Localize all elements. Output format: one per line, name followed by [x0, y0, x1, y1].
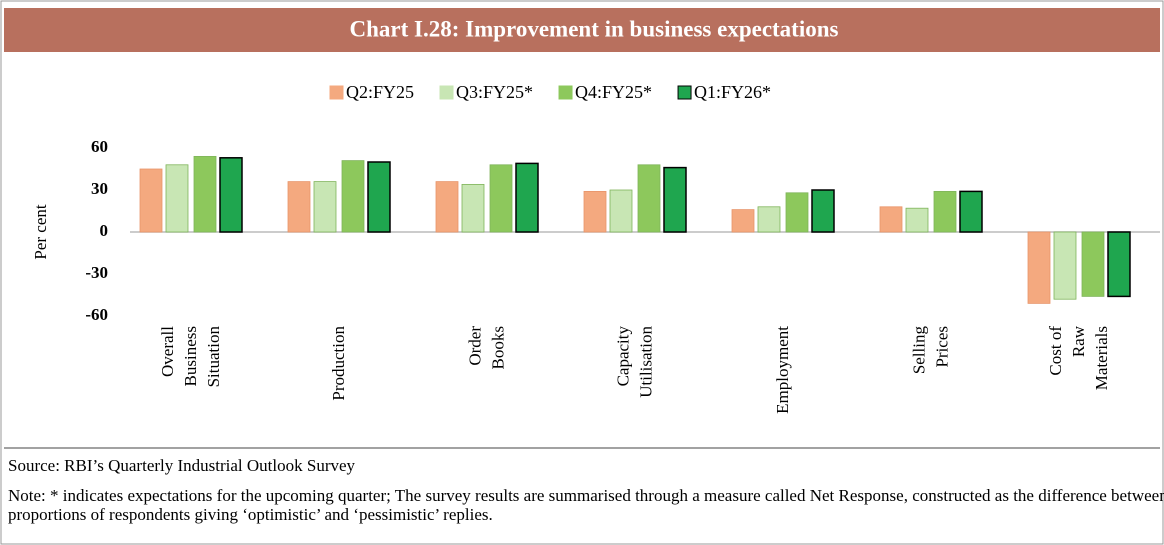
bar	[1081, 231, 1105, 297]
y-axis-label: Per cent	[31, 204, 50, 260]
bar	[435, 181, 459, 233]
title-band	[4, 8, 1160, 52]
label-line: Overall	[158, 326, 177, 377]
y-tick-label: -30	[85, 263, 108, 282]
bar	[367, 161, 391, 233]
note: Note: * indicates expectations for the u…	[8, 486, 1164, 524]
bar	[663, 166, 687, 233]
label-line: Materials	[1092, 326, 1111, 390]
label-line: Situation	[204, 326, 223, 388]
y-tick-label: 0	[100, 221, 109, 240]
legend-swatch	[329, 85, 344, 100]
y-tick-label: 60	[91, 137, 108, 156]
bar	[139, 168, 163, 233]
legend-label: Q1:FY26*	[694, 82, 771, 102]
legend-label: Q2:FY25	[346, 82, 414, 102]
bar	[165, 164, 189, 233]
bar	[609, 189, 633, 233]
label-line: Order	[465, 326, 484, 366]
x-tick-label: Selling Prices	[909, 326, 951, 375]
label-line: Cost of	[1046, 326, 1065, 376]
label-line: Selling	[909, 326, 928, 375]
x-tick-label: Order Books	[465, 326, 507, 370]
x-tick-label: Capacity Utilisation	[613, 326, 655, 398]
bar	[1053, 231, 1077, 300]
bar	[193, 155, 217, 233]
bar	[489, 164, 513, 233]
x-tick-label: Cost of Raw Materials	[1046, 325, 1111, 390]
label-line: Prices	[932, 326, 951, 368]
bar	[811, 189, 835, 233]
bar	[757, 206, 781, 233]
bar	[785, 192, 809, 233]
legend-swatch	[558, 85, 573, 100]
label-line: Raw	[1069, 325, 1088, 357]
bar	[1107, 231, 1131, 298]
bar	[219, 157, 243, 233]
label-line: Capacity	[613, 326, 632, 387]
legend-swatch	[677, 85, 692, 100]
legend-label: Q3:FY25*	[456, 82, 533, 102]
bar	[287, 181, 311, 233]
bar	[313, 181, 337, 233]
bar	[731, 209, 755, 233]
bar	[879, 206, 903, 233]
legend-label: Q4:FY25*	[575, 82, 652, 102]
bar	[341, 160, 365, 233]
label-line: Utilisation	[636, 326, 655, 398]
bar	[959, 190, 983, 233]
y-tick-label: -60	[85, 305, 108, 324]
bar	[461, 183, 485, 233]
bar	[515, 162, 539, 233]
legend-swatch	[439, 85, 454, 100]
bar	[583, 190, 607, 233]
label-line: Employment	[773, 326, 792, 414]
label-line: Business	[181, 326, 200, 386]
label-line: Production	[329, 326, 348, 401]
bar	[1027, 231, 1051, 304]
source: Source: RBI’s Quarterly Industrial Outlo…	[8, 456, 356, 475]
bar	[905, 207, 929, 233]
bar	[933, 190, 957, 233]
x-tick-label: Production	[329, 326, 348, 401]
label-line: Books	[488, 326, 507, 369]
x-tick-label: Employment	[773, 326, 792, 414]
y-tick-label: 30	[91, 179, 108, 198]
x-tick-label: Overall Business Situation	[158, 326, 223, 388]
chart-title: Chart I.28: Improvement in business expe…	[350, 16, 839, 41]
bar	[637, 164, 661, 233]
